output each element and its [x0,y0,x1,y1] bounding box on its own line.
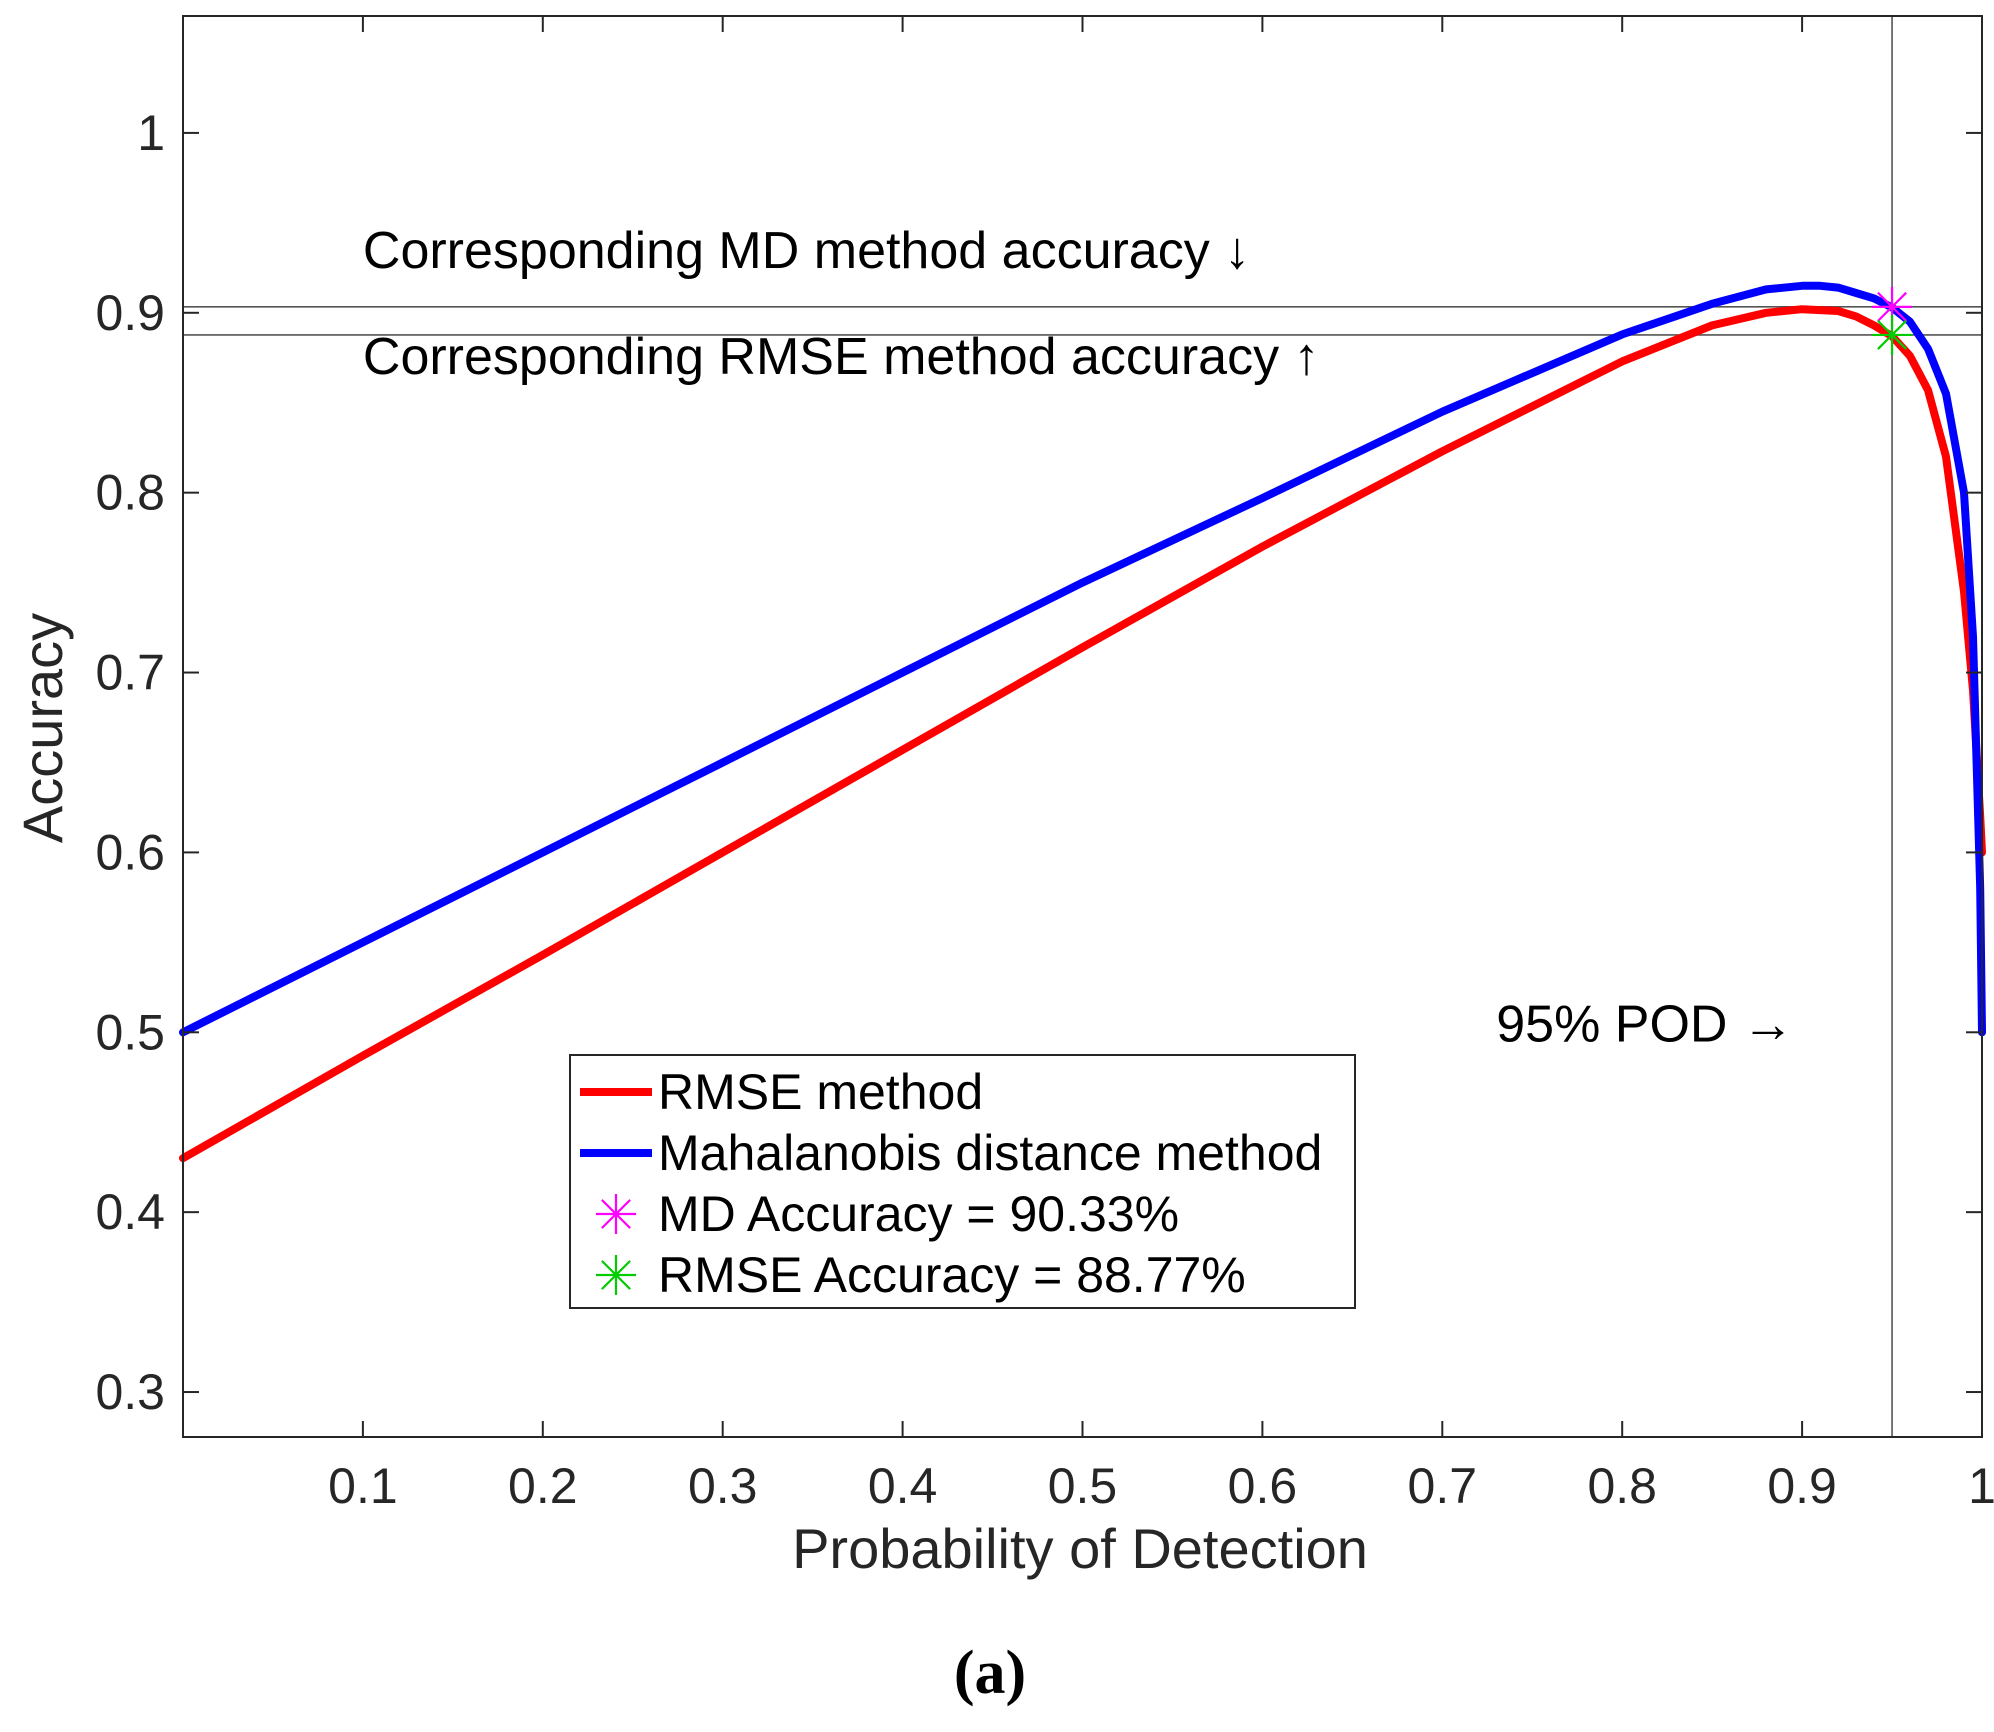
x-tick-label-2: 0.3 [688,1458,758,1514]
x-tick-label-3: 0.4 [868,1458,938,1514]
y-tick-label-2: 0.5 [95,1004,165,1060]
annotation-2: 95% POD → [1496,995,1794,1053]
series-line-1 [179,281,1986,1037]
y-axis-label: Accuracy [11,613,74,843]
legend-box [569,1054,1356,1309]
legend-label-2: MD Accuracy = 90.33% [658,1186,1179,1242]
x-tick-label-5: 0.6 [1228,1458,1298,1514]
series-lines [179,281,1986,1163]
y-tick-label-6: 0.9 [95,285,165,341]
y-tick-label-0: 0.3 [95,1364,165,1420]
legend-label-3: RMSE Accuracy = 88.77% [658,1247,1246,1303]
x-tick-labels: 0.1 0.2 0.3 0.4 0.5 0.6 0.7 0.8 0.9 1 [328,1458,1994,1514]
y-tick-labels: 0.3 0.4 0.5 0.6 0.7 0.8 0.9 1 [95,105,165,1420]
x-tick-label-9: 1 [1968,1458,1994,1514]
x-tick-label-1: 0.2 [508,1458,578,1514]
figure-caption: (a) [954,1639,1026,1707]
y-tick-label-4: 0.7 [95,645,165,701]
x-tick-label-0: 0.1 [328,1458,398,1514]
legend-item-3: RMSE Accuracy = 88.77% [596,1247,1246,1303]
legend-item-0: RMSE method [580,1064,983,1120]
x-tick-label-8: 0.9 [1767,1458,1837,1514]
legend-label-1: Mahalanobis distance method [658,1125,1322,1181]
series-line-0 [179,305,1986,1163]
legend-swatch-3 [596,1255,636,1295]
markers [1872,286,1913,355]
annotations: Corresponding MD method accuracy ↓ Corres… [363,222,1794,1053]
legend-item-1: Mahalanobis distance method [580,1125,1322,1181]
annotation-0: Corresponding MD method accuracy ↓ [363,222,1250,280]
y-tick-label-7: 1 [137,105,165,161]
annotation-1: Corresponding RMSE method accuracy ↑ [363,328,1320,386]
y-tick-label-1: 0.4 [95,1184,165,1240]
legend-item-2: MD Accuracy = 90.33% [596,1186,1179,1242]
x-tick-label-7: 0.8 [1587,1458,1657,1514]
y-tick-label-5: 0.8 [95,465,165,521]
legend-label-0: RMSE method [658,1064,983,1120]
y-tick-label-3: 0.6 [95,824,165,880]
marker-1 [1872,314,1913,355]
x-tick-label-4: 0.5 [1048,1458,1118,1514]
x-tick-label-6: 0.7 [1408,1458,1478,1514]
x-axis-label: Probability of Detection [792,1517,1368,1580]
axes [182,15,1983,1438]
legend-swatch-2 [596,1194,636,1234]
marker-0 [1872,286,1913,327]
